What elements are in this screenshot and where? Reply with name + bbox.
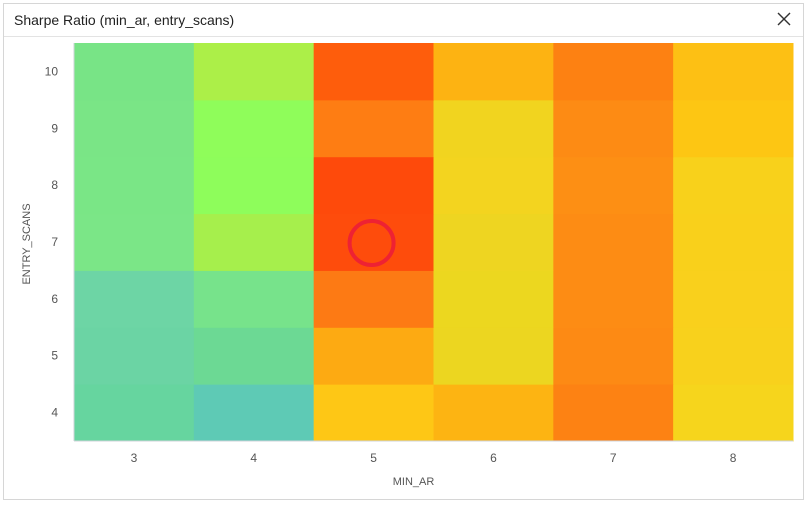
heatmap-cell: [433, 384, 554, 442]
heatmap-cell: [673, 270, 794, 328]
heatmap-cell: [433, 327, 554, 385]
x-tick-label: 6: [490, 451, 497, 465]
heatmap-cell: [553, 270, 674, 328]
heatmap-cell: [193, 384, 315, 442]
heatmap-cell: [433, 156, 554, 215]
heatmap-cell: [313, 327, 434, 385]
y-tick-label: 6: [51, 292, 58, 306]
dialog-titlebar: Sharpe Ratio (min_ar, entry_scans): [4, 4, 803, 37]
highlight-circle-marker: [347, 219, 396, 267]
heatmap-cell: [433, 99, 554, 158]
heatmap-cell: [313, 99, 434, 158]
heatmap-cell: [553, 99, 674, 158]
heatmap-cell: [193, 213, 315, 271]
x-tick-label: 4: [250, 451, 257, 465]
heatmap-cell: [673, 384, 794, 442]
y-tick-label: 7: [51, 235, 58, 249]
y-tick-label: 10: [45, 64, 59, 78]
heatmap-cell: [673, 156, 794, 215]
x-tick-label: 7: [610, 451, 617, 465]
x-tick-label: 3: [131, 451, 138, 465]
heatmap-cell: [74, 156, 195, 215]
heatmap-cell: [74, 384, 195, 442]
heatmap-cell: [673, 99, 794, 158]
heatmap-cell: [553, 384, 674, 442]
heatmap-cell: [313, 43, 434, 101]
heatmap-cell: [74, 43, 195, 101]
y-tick-label: 4: [51, 406, 58, 420]
y-tick-label: 8: [51, 178, 58, 192]
heatmap-cell: [553, 156, 674, 215]
heatmap-cell: [313, 156, 434, 215]
heatmap-cell: [673, 327, 794, 385]
close-icon[interactable]: [773, 8, 795, 30]
heatmap-cell: [193, 99, 315, 158]
dialog-title: Sharpe Ratio (min_ar, entry_scans): [14, 12, 235, 28]
x-tick-label: 8: [730, 451, 737, 465]
heatmap-cell: [553, 43, 674, 101]
heatmap-cell: [673, 213, 794, 271]
heatmap-cell: [193, 43, 315, 101]
heatmap-cell: [193, 327, 315, 385]
heatmap-cell: [74, 327, 195, 385]
heatmap-cell: [313, 213, 434, 271]
heatmap-cell: [553, 327, 674, 385]
heatmap-cell: [433, 270, 554, 328]
heatmap-cell: [433, 43, 554, 101]
x-tick-label: 5: [370, 451, 377, 465]
y-tick-label: 9: [51, 121, 58, 135]
heatmap-cell: [313, 270, 434, 328]
heatmap-cell: [553, 213, 674, 271]
heatmap-cell: [74, 99, 195, 158]
x-axis-title: MIN_AR: [393, 476, 435, 488]
heatmap-cell: [74, 213, 195, 271]
heatmap-cell: [313, 384, 434, 442]
heatmap-cell: [74, 270, 195, 328]
heatmap-cell: [193, 270, 315, 328]
y-tick-label: 5: [51, 349, 58, 363]
heatmap-cell: [193, 156, 315, 215]
heatmap-cell: [433, 213, 554, 271]
y-axis-title: ENTRY_SCANS: [21, 203, 33, 284]
heatmap-cell: [673, 43, 794, 101]
